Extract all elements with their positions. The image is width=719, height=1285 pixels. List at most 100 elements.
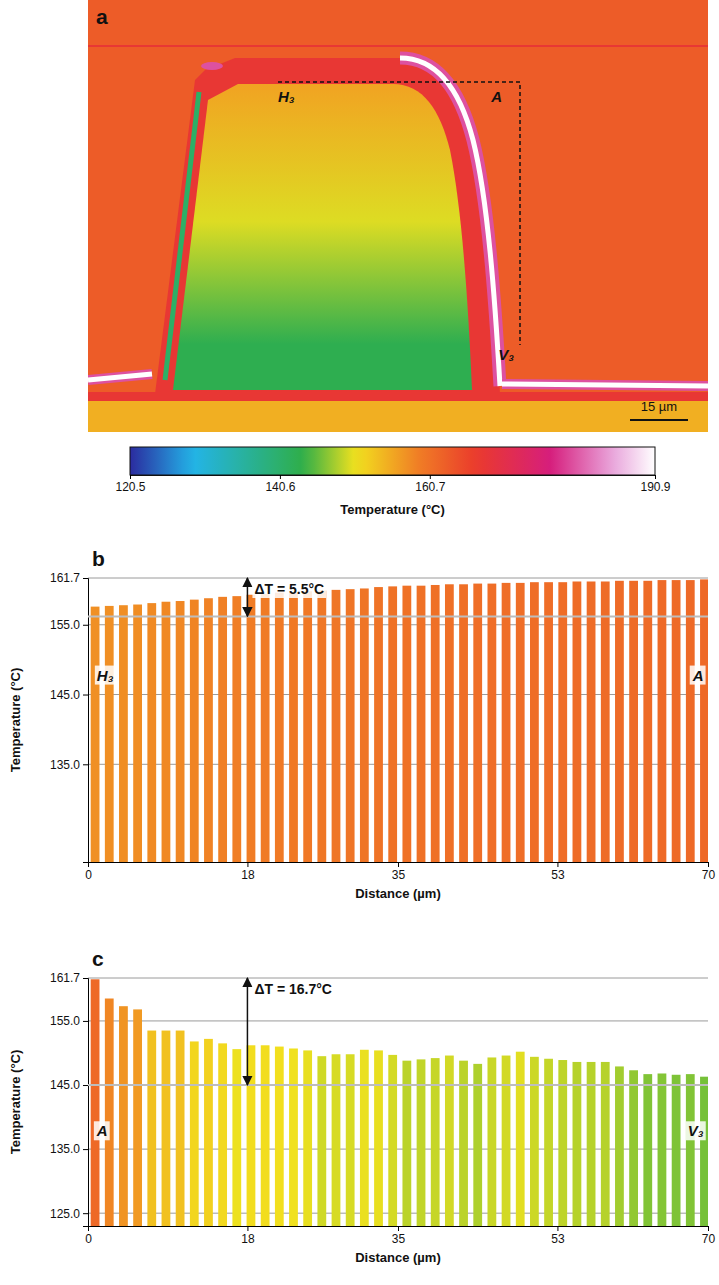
tick-label: 145.0: [50, 1078, 80, 1092]
reference-line: [88, 615, 708, 617]
delta-label: ΔT = 5.5°C: [254, 581, 324, 597]
tick-label: 161.7: [50, 971, 80, 985]
tick-mark: [398, 1226, 399, 1231]
bar: [502, 1056, 511, 1226]
end-label: V₃: [688, 1122, 704, 1139]
bar: [119, 605, 128, 862]
end-label: A: [692, 667, 704, 684]
bar: [91, 607, 100, 862]
bar: [346, 589, 355, 862]
tick-label: 18: [241, 1232, 255, 1246]
tick: 35: [392, 1226, 406, 1246]
axis-line: [83, 979, 89, 1227]
bar: [487, 584, 496, 862]
y-axis-title: Temperature (°C): [8, 668, 23, 773]
annotations: ΔT = 16.7°CAV₃: [88, 978, 708, 1140]
tick-mark: [83, 1021, 88, 1022]
tick-mark: [83, 764, 88, 765]
tick-label: 161.7: [50, 571, 80, 585]
figure: H₃AV₃15 µma120.5140.6160.7190.9Temperatu…: [0, 0, 719, 1285]
bar: [445, 584, 454, 862]
bar: [473, 1064, 482, 1226]
label-patch: [94, 1121, 110, 1140]
profile-label: H₃: [278, 88, 295, 105]
left-stripe: [165, 92, 199, 380]
bar: [388, 586, 397, 862]
tick-mark: [247, 862, 248, 867]
panel-c: c125.0135.0145.0155.0161.7018355370Tempe…: [8, 947, 715, 1265]
bar: [615, 1066, 624, 1226]
colorbar-title: Temperature (°C): [340, 502, 445, 517]
tick: 18: [241, 1226, 255, 1246]
x-axis-title: Distance (µm): [355, 886, 441, 901]
bar: [346, 1054, 355, 1226]
tick-label: 155.0: [50, 1014, 80, 1028]
bar: [431, 585, 440, 862]
bar: [473, 584, 482, 862]
tick: 120.5: [115, 475, 145, 494]
bar: [686, 580, 695, 862]
tick-mark: [83, 1085, 88, 1086]
profile-label: V₃: [498, 346, 514, 363]
tick-label: 190.9: [640, 480, 670, 494]
bar: [459, 584, 468, 862]
tick: 145.0: [50, 1078, 88, 1092]
bar: [587, 581, 596, 862]
tick-label: 145.0: [50, 688, 80, 702]
bar: [445, 1056, 454, 1226]
bar: [261, 1045, 270, 1226]
bar: [289, 1048, 298, 1226]
tick-mark: [83, 578, 88, 579]
tick: 135.0: [50, 1142, 88, 1156]
tick-mark: [83, 1149, 88, 1150]
bar: [133, 1009, 142, 1226]
tick-label: 53: [551, 868, 565, 882]
bar: [147, 1031, 156, 1226]
tick-label: 35: [392, 868, 406, 882]
tick: 155.0: [50, 1014, 88, 1028]
hot-edge: [400, 58, 500, 386]
lead-left-rim: [88, 374, 152, 380]
tick-label: 120.5: [115, 480, 145, 494]
bar: [105, 606, 114, 862]
bar: [332, 1054, 341, 1226]
bar: [133, 605, 142, 862]
label-patch: [690, 666, 706, 685]
tick-mark: [430, 475, 431, 479]
tick-label: 70: [702, 868, 716, 882]
bar: [303, 591, 312, 862]
bar: [643, 581, 652, 862]
bar: [317, 1056, 326, 1226]
tick: 161.7: [50, 971, 88, 985]
colorbar-axis: 120.5140.6160.7190.9: [115, 475, 670, 494]
label-patch: [252, 580, 326, 598]
bar: [516, 583, 525, 862]
label-patch: [252, 980, 334, 998]
edge-rim: [400, 58, 500, 386]
delta-arrow: [247, 978, 249, 1085]
lead-left: [88, 374, 152, 380]
tick-mark: [88, 1226, 89, 1231]
bar: [601, 581, 610, 862]
bar: [119, 1006, 128, 1226]
x-axis: 018355370: [85, 1226, 715, 1246]
bar: [332, 590, 341, 862]
tick-label: 70: [702, 1232, 716, 1246]
device-interior: [173, 84, 472, 390]
substrate: [88, 401, 708, 432]
tick: 145.0: [50, 688, 88, 702]
bar: [658, 1073, 667, 1226]
bar: [232, 1049, 241, 1226]
scale-bar: [630, 419, 688, 421]
tick-mark: [88, 862, 89, 867]
bar: [147, 603, 156, 862]
bar: [502, 583, 511, 862]
bar: [587, 1062, 596, 1226]
tick: 18: [241, 862, 255, 882]
bar: [218, 1043, 227, 1226]
bar: [360, 588, 369, 862]
tick-mark: [83, 625, 88, 626]
panel-letter: c: [92, 947, 104, 970]
bar: [530, 582, 539, 862]
tick-label: 18: [241, 868, 255, 882]
